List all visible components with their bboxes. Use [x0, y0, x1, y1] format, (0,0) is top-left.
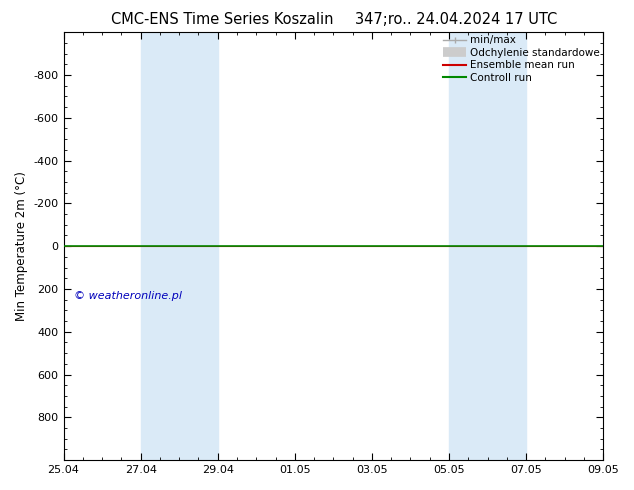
- Text: CMC-ENS Time Series Koszalin: CMC-ENS Time Series Koszalin: [111, 12, 333, 27]
- Bar: [449, 32, 526, 460]
- Text: © weatheronline.pl: © weatheronline.pl: [74, 291, 183, 301]
- Legend: min/max, Odchylenie standardowe, Ensemble mean run, Controll run: min/max, Odchylenie standardowe, Ensembl…: [443, 35, 600, 83]
- Text: 347;ro.. 24.04.2024 17 UTC: 347;ro.. 24.04.2024 17 UTC: [355, 12, 558, 27]
- Bar: [141, 32, 217, 460]
- Y-axis label: Min Temperature 2m (°C): Min Temperature 2m (°C): [15, 171, 28, 321]
